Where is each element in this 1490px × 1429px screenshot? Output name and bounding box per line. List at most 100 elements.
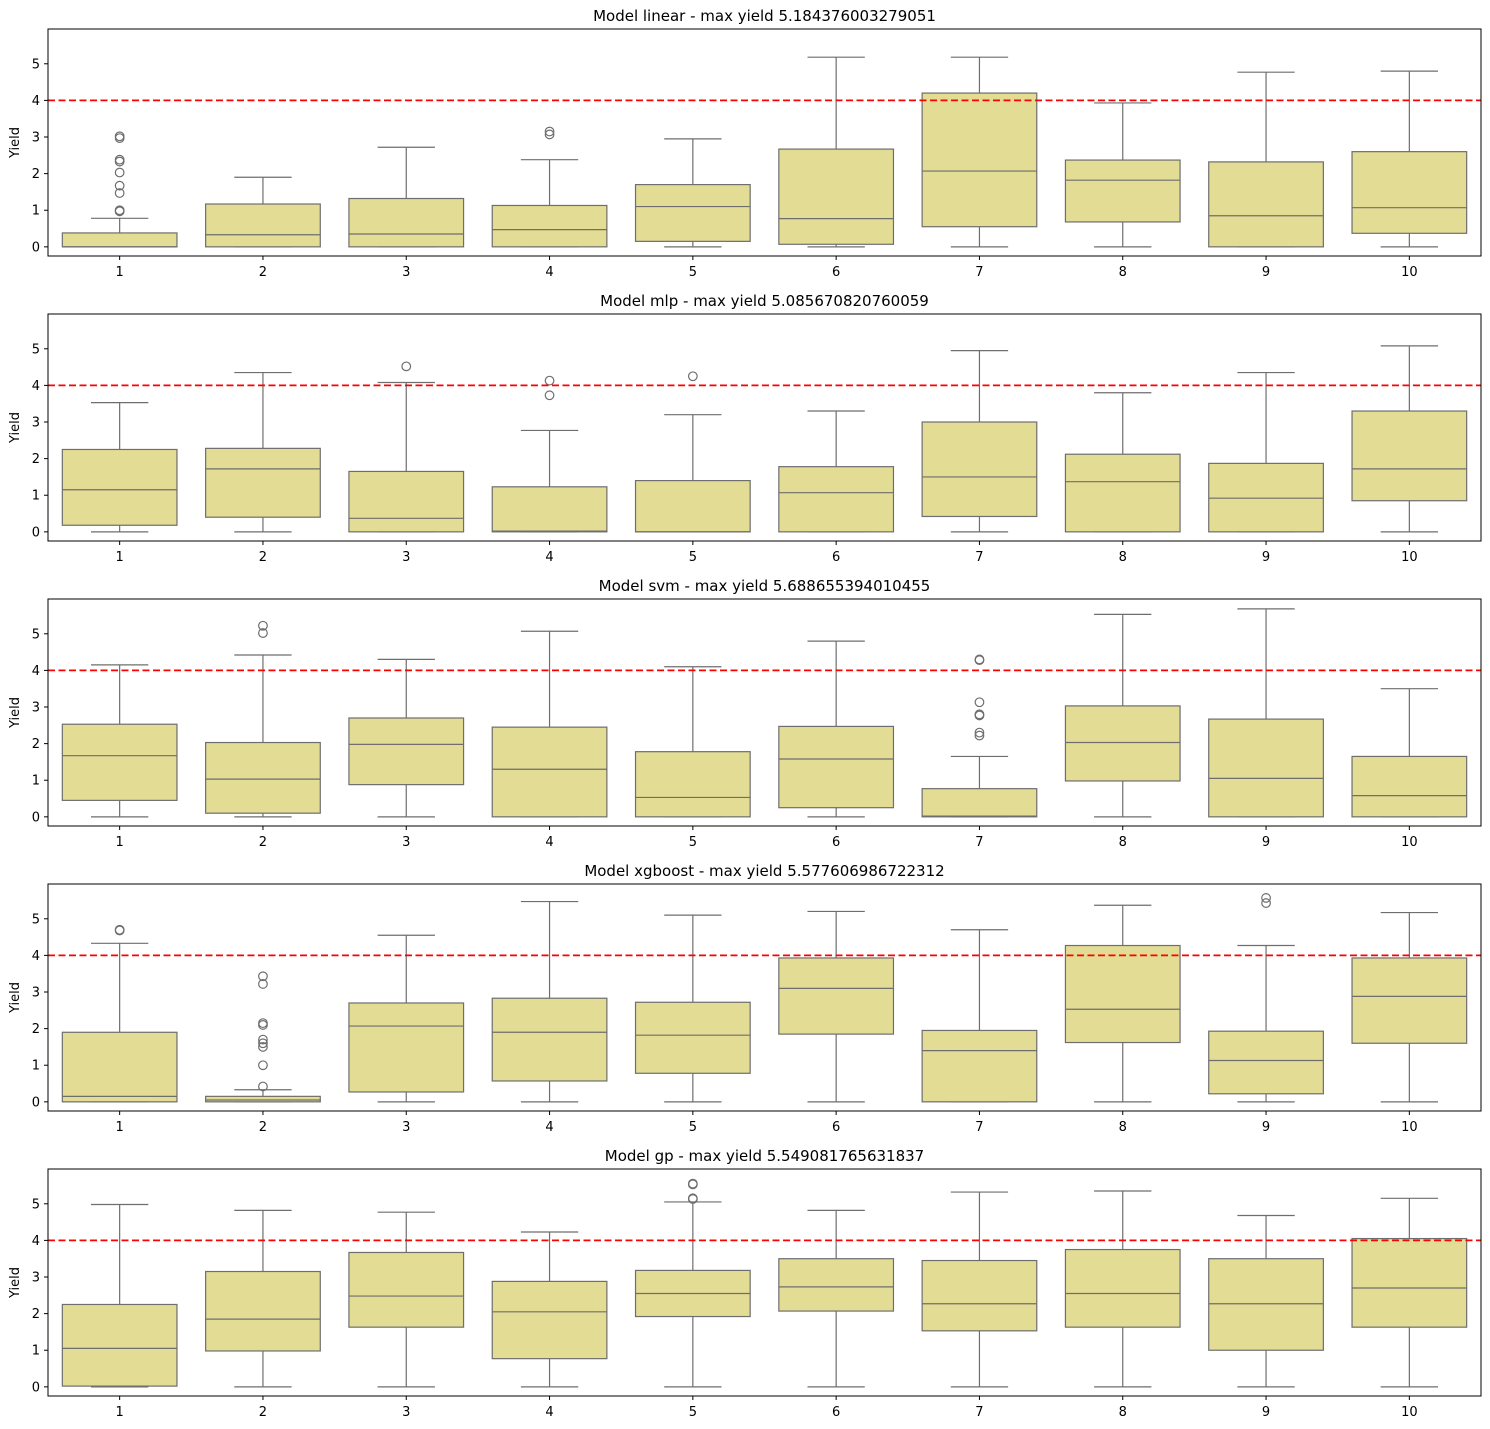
x-tick-label: 7 [975,550,983,565]
iqr-box [348,1002,465,1093]
box-6 [778,640,895,818]
box-6 [778,56,895,248]
outlier-point [258,1042,268,1052]
outlier-point [258,1081,268,1092]
iqr-box [1351,1237,1468,1328]
iqr-box [491,726,608,818]
x-tick-label: 3 [402,1405,410,1420]
y-tick-label: 4 [32,949,40,964]
x-tick-label: 10 [1401,1405,1418,1420]
y-tick-label: 0 [32,240,40,255]
x-tick-label: 3 [402,1120,410,1135]
iqr-box [778,148,895,245]
y-tick-label: 4 [32,664,40,679]
iqr-box [921,1259,1038,1332]
y-tick-label: 5 [32,1197,40,1212]
outlier-point [1261,893,1271,903]
y-tick-label: 5 [32,912,40,927]
x-tick-label: 6 [832,1120,840,1135]
box-1 [61,924,178,1103]
box-3 [348,146,465,248]
box-9 [1208,71,1324,248]
box-6 [778,910,895,1103]
iqr-box [1208,1030,1324,1095]
y-tick-label: 0 [32,525,40,540]
box-4 [491,1231,608,1388]
iqr-box [634,1001,751,1074]
x-tick-label: 8 [1119,550,1127,565]
outlier-point [114,205,125,216]
x-tick-label: 8 [1119,265,1127,280]
box-8 [1064,904,1181,1103]
outlier-point [114,154,125,165]
box-3 [348,1211,465,1388]
box-4 [491,630,608,818]
x-tick-label: 7 [975,265,983,280]
box-5 [634,138,751,248]
y-axis-label: Yield [8,412,23,444]
outlier-point [974,697,985,708]
axes-frame [47,883,1482,1112]
x-tick-label: 3 [402,265,410,280]
x-tick-label: 4 [545,265,553,280]
outlier-point [114,131,125,142]
x-tick-label: 10 [1401,550,1418,565]
x-tick-label: 4 [545,835,553,850]
box-10 [1351,1197,1468,1388]
outlier-point [544,129,555,140]
y-tick-label: 5 [32,342,40,357]
x-tick-label: 6 [832,1405,840,1420]
box-1 [61,1203,178,1388]
box-3 [348,934,465,1103]
outlier-point [401,361,412,372]
box-10 [1351,345,1468,533]
x-tick-label: 1 [116,1405,124,1420]
box-8 [1064,102,1181,248]
iqr-box [921,421,1038,518]
box-1 [61,664,178,818]
x-tick-label: 4 [545,1120,553,1135]
iqr-box [348,717,465,786]
iqr-box [1064,159,1181,223]
outlier-point [544,390,555,401]
iqr-box [1351,755,1468,818]
axes-frame [47,28,1482,257]
x-tick-label: 9 [1262,265,1270,280]
y-tick-label: 2 [32,737,40,752]
iqr-box [205,1095,321,1103]
x-tick-label: 10 [1401,1120,1418,1135]
y-axis-label: Yield [8,697,23,729]
iqr-box [1208,161,1324,248]
x-tick-label: 7 [975,835,983,850]
y-tick-label: 3 [32,1271,40,1286]
x-tick-label: 8 [1119,1120,1127,1135]
iqr-box [491,1280,608,1360]
outlier-point [258,1034,268,1045]
outlier-point [974,730,985,741]
panel-1: Model linear - max yield 5.1843760032790… [8,7,1482,280]
box-2 [205,620,321,818]
iqr-box [205,741,321,814]
iqr-box [61,723,178,801]
x-tick-label: 8 [1119,835,1127,850]
panel-title: Model mlp - max yield 5.085670820760059 [600,292,929,310]
panel-5: Model gp - max yield 5.549081765631837 Yi… [8,1147,1482,1420]
box-5 [634,1178,751,1388]
outlier-point [687,1178,698,1189]
y-axis-label: Yield [8,1267,23,1299]
box-6 [778,1209,895,1388]
iqr-box [778,957,895,1035]
box-8 [1064,1190,1181,1388]
y-tick-label: 2 [32,167,40,182]
box-10 [1351,70,1468,248]
y-tick-label: 4 [32,94,40,109]
box-3 [348,361,465,533]
y-tick-label: 1 [32,774,40,789]
x-tick-label: 9 [1262,1120,1270,1135]
box-7 [921,56,1038,248]
box-5 [634,666,751,818]
outlier-point [687,371,698,382]
outlier-point [258,1018,268,1029]
x-tick-label: 6 [832,265,840,280]
iqr-box [348,470,465,533]
